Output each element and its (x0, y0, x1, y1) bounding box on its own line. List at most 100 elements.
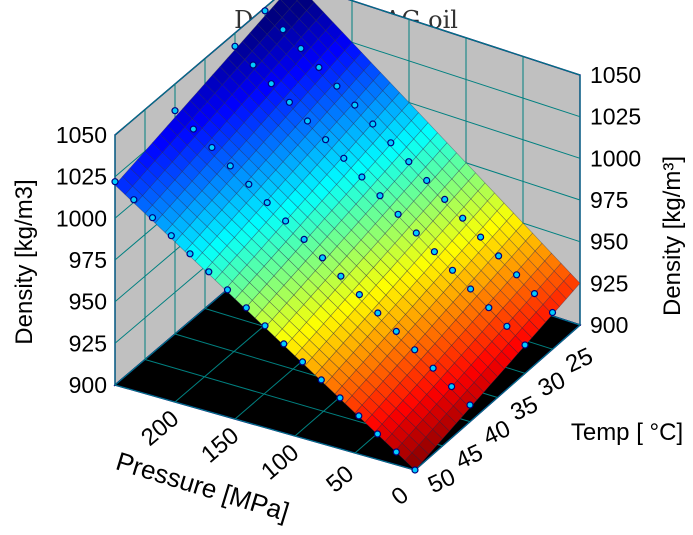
measured-point (317, 376, 325, 384)
measured-point (300, 235, 308, 243)
z-tick-label-left: 950 (69, 289, 107, 315)
plot-scene: 9009009259259509509759751000100010251025… (56, 0, 641, 511)
x-tick-label: 0 (386, 482, 414, 511)
x-tick-label: 150 (196, 422, 244, 468)
measured-point (242, 304, 250, 312)
measured-point (429, 364, 437, 372)
x-tick-label: 200 (136, 405, 184, 451)
measured-point (245, 180, 253, 188)
measured-point (171, 107, 179, 115)
measured-point (223, 286, 232, 294)
measured-point (226, 162, 234, 170)
measured-point (467, 285, 475, 293)
z-tick-label-right: 950 (590, 229, 628, 255)
measured-point (495, 252, 503, 260)
surface-patch (296, 0, 298, 1)
measured-point (333, 82, 341, 90)
measured-point (336, 394, 344, 402)
y-tick-label: 25 (562, 343, 598, 379)
z-tick-label-right: 1025 (590, 104, 641, 130)
measured-point (186, 250, 194, 258)
measured-point (285, 98, 293, 106)
measured-point (355, 291, 363, 299)
surface-patch (280, 0, 298, 10)
z-tick-label-right: 975 (590, 187, 628, 213)
measured-point (298, 358, 307, 366)
measured-point (355, 412, 363, 420)
measured-point (423, 176, 431, 185)
measured-point (280, 340, 288, 348)
measured-point (189, 125, 197, 133)
measured-point (263, 199, 271, 207)
measured-point (392, 448, 400, 456)
measured-point (231, 42, 239, 50)
measured-point (111, 178, 119, 186)
z-tick-label-left: 975 (69, 247, 107, 273)
measured-point (387, 139, 395, 147)
measured-point (503, 322, 511, 330)
measured-point (485, 304, 493, 312)
measured-point (208, 143, 216, 152)
measured-point (267, 80, 275, 88)
measured-point (205, 268, 213, 276)
measured-point (530, 290, 539, 298)
measured-point (337, 272, 345, 280)
measured-point (279, 26, 287, 34)
measured-point (459, 214, 467, 222)
y-tick-label: 40 (479, 415, 515, 451)
measured-point (297, 44, 305, 53)
measured-point (477, 233, 485, 241)
measured-point (512, 271, 521, 279)
measured-point (448, 383, 456, 391)
measured-point (167, 232, 175, 240)
x-tick-label: 100 (256, 439, 304, 485)
measured-point (318, 254, 327, 262)
measured-point (466, 401, 474, 409)
x-tick-label: 50 (321, 460, 359, 498)
measured-point (548, 308, 557, 317)
measured-point (392, 327, 400, 335)
z-tick-label-right: 1000 (590, 145, 641, 171)
measured-point (448, 266, 457, 274)
measured-point (394, 210, 402, 218)
measured-point (411, 466, 419, 474)
measured-point (351, 101, 359, 109)
measured-point (412, 229, 420, 237)
measured-point (441, 195, 449, 203)
measured-point (261, 7, 269, 15)
measured-point (430, 248, 438, 256)
measured-point (322, 136, 330, 144)
z-axis-label-right: Density [kg/m³] (659, 156, 686, 316)
y-axis-label: Temp [ °C] (571, 419, 683, 446)
measured-point (376, 192, 384, 200)
z-tick-label-right: 900 (590, 312, 628, 338)
measured-point (369, 120, 377, 128)
measured-point (282, 217, 290, 225)
z-tick-label-left: 1025 (56, 164, 107, 190)
floor-gridline-temp (114, 384, 416, 471)
measured-point (521, 341, 529, 349)
z-tick-label-left: 900 (69, 372, 107, 398)
measured-point (340, 154, 348, 162)
y-tick-label: 50 (424, 463, 460, 499)
measured-point (303, 117, 312, 125)
z-tick-label-left: 925 (69, 330, 107, 356)
z-axis-label-left: Density [kg/m3] (11, 179, 38, 344)
measured-point (130, 196, 138, 204)
measured-point (249, 61, 257, 69)
measured-point (405, 158, 413, 166)
measured-point (373, 430, 382, 438)
z-tick-label-left: 1000 (56, 205, 107, 231)
y-tick-label: 45 (452, 439, 488, 475)
y-tick-label: 35 (507, 391, 543, 427)
z-tick-label-right: 925 (590, 270, 628, 296)
measured-point (374, 309, 382, 317)
measured-point (261, 322, 269, 330)
measured-point (315, 63, 323, 72)
measured-point (148, 214, 157, 222)
measured-point (411, 346, 419, 354)
measured-point (358, 173, 366, 181)
z-tick-label-right: 1050 (590, 62, 641, 88)
z-tick-label-left: 1050 (56, 122, 107, 148)
